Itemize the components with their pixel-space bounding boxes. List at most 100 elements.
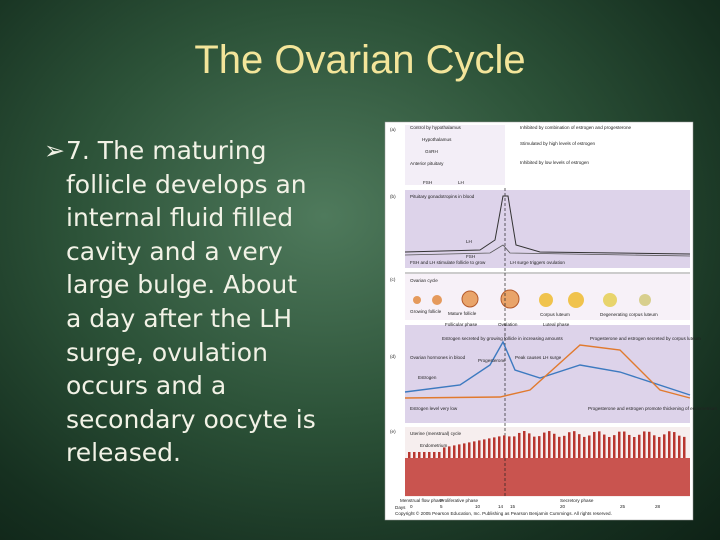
endometrium-gland [478,440,481,458]
endometrium-gland [628,434,631,458]
endometrium-gland [468,442,471,458]
figure-label: Ovulation [498,322,518,327]
figure-label: Estrogen secreted by growing follicle in… [442,336,563,341]
bullet-line: a day after the LH [66,303,292,333]
endometrium-gland [503,435,506,458]
endometrium-gland [428,452,431,458]
figure-label: Endometrium [420,443,447,448]
figure-label: Follicular phase [445,322,478,327]
endometrium-gland [523,431,526,458]
figure-label: Growing follicle [410,309,442,314]
figure-label: Estrogen level very low [410,406,458,411]
figure-label: Estrogen [418,375,437,380]
day-label: 28 [655,504,661,509]
day-label: 14 [498,504,504,509]
bullet-line: surge, ovulation [66,337,268,367]
figure-label: (e) [390,429,396,434]
day-label: 15 [510,504,516,509]
figure-label: (a) [390,127,396,132]
day-label: 25 [620,504,626,509]
figure-label: Corpus luteum [540,312,570,317]
figure-label: Control by hypothalamus [410,125,462,130]
endometrium-gland [638,434,641,458]
bullet-line: occurs and a [66,371,227,401]
endometrium-gland [558,436,561,458]
figure-label: Hypothalamus [422,137,452,142]
figure-label: Mature follicle [448,311,477,316]
figure-label: GnRH [425,149,438,154]
figure-label: Stimulated by high levels of estrogen [520,141,596,146]
figure-label: Anterior pituitary [410,161,444,166]
figure-label: Inhibited by low levels of estrogen [520,160,589,165]
endometrium-gland [593,431,596,458]
figure-label: Ovarian hormones in blood [410,355,466,360]
endometrium-gland [648,431,651,458]
endometrium-gland [508,436,511,458]
figure-label: Progesterone and estrogen secreted by co… [590,336,701,341]
endometrium-gland [448,446,451,458]
endometrium-gland [658,436,661,458]
endometrium-gland [653,435,656,458]
endometrium-gland [533,436,536,458]
endometrium-gland [488,438,491,458]
endometrium-gland [603,434,606,458]
bullet-arrow: ➢ [44,136,65,165]
endometrium-gland [618,431,621,458]
endometrium-gland [643,431,646,458]
endometrium-gland [493,437,496,458]
endometrium-gland [583,436,586,458]
figure-label: Degenerating corpus luteum [600,312,658,317]
figure-label: FSH [466,254,475,259]
endometrium-gland [608,436,611,458]
figure-label: Secretory phase [560,498,594,503]
endometrium-gland [498,436,501,458]
endometrium-gland [458,444,461,458]
endometrium-gland [408,452,411,458]
endometrium-gland [513,436,516,458]
endometrium-gland [548,431,551,458]
bullet-line: secondary oocyte is [66,404,316,434]
bullet-line: 7. The maturing [66,136,267,165]
slide-title: The Ovarian Cycle [194,38,526,82]
day-label: 0 [410,504,413,509]
figure-label: Pituitary gonadotropins in blood [410,194,475,199]
endometrium-gland [438,452,441,458]
endometrium-gland [453,445,456,458]
endometrium-gland [613,435,616,458]
bullet-line: follicle develops an [66,169,307,199]
figure-label: (d) [390,354,396,359]
figure-label: Uterine (menstrual) cycle [410,431,462,436]
endometrium-gland [623,431,626,458]
figure-label: Proliferative phase [440,498,478,503]
figure-label: LH [458,180,464,185]
bullet-line: large bulge. About [66,270,298,300]
figure-label: Progesterone and estrogen promote thicke… [588,406,717,411]
day-label: 10 [475,504,481,509]
day-label: 20 [560,504,566,509]
figure-label: FSH [423,180,432,185]
bullet-line: cavity and a very [66,236,283,266]
endometrium-gland [473,441,476,458]
figure-label: FSH and LH stimulate follicle to grow [410,260,486,265]
bullet-text: 7. The maturing follicle develops an inter… [66,134,316,470]
endometrium-gland [598,431,601,458]
endometrium-gland [673,432,676,458]
figure-label: (c) [390,277,396,282]
endometrium-gland [538,436,541,458]
endometrium-gland [588,435,591,458]
endometrium-gland [678,435,681,458]
copyright: Copyright © 2005 Pearson Education, Inc.… [395,510,612,516]
endometrium-gland [683,436,686,458]
endometrium-gland [568,432,571,458]
endometrium-gland [553,433,556,458]
figure-label: Days [395,505,406,510]
figure-label: Luteal phase [543,322,570,327]
day-label: 5 [440,504,443,509]
figure-label: (b) [390,194,396,199]
endometrium-gland [528,433,531,458]
endometrium-gland [573,431,576,458]
endometrium-gland [413,452,416,458]
endometrium-gland [423,452,426,458]
figure-label: Menstrual flow phase [400,498,444,503]
